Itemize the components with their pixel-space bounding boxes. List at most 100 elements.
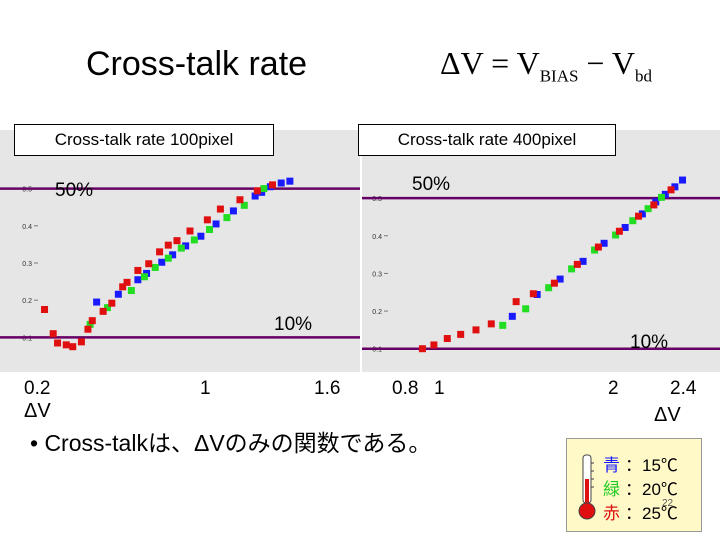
data-point xyxy=(457,330,465,338)
data-point xyxy=(206,226,214,234)
data-point xyxy=(679,176,687,184)
data-point xyxy=(671,183,679,191)
y-tick-label: 0.2 xyxy=(22,298,32,305)
y-tick-label: 0.1 xyxy=(22,335,32,342)
chart-100pixel-plot: 0.1 0.2 0.3 0.4 0.5 xyxy=(0,177,360,351)
big-tick-0-2: 0.2 xyxy=(24,378,51,399)
data-point xyxy=(145,260,153,268)
data-point xyxy=(600,239,608,247)
data-point xyxy=(140,273,148,281)
delta-v-label-left: ΔV xyxy=(24,400,51,422)
data-point xyxy=(251,192,259,200)
data-point xyxy=(545,284,553,292)
data-point xyxy=(54,339,62,347)
big-tick-2: 2 xyxy=(608,378,619,399)
data-point xyxy=(594,243,602,251)
legend-blue-name: 青 xyxy=(603,456,620,475)
data-point xyxy=(277,179,285,187)
data-point xyxy=(568,265,576,273)
formula-mid: − V xyxy=(578,45,635,81)
data-point xyxy=(156,248,164,256)
legend-item-green: 緑 ：20℃ xyxy=(603,475,678,500)
chart-400pixel-10pct-label: 10% xyxy=(630,332,669,353)
data-point xyxy=(69,343,77,351)
data-point xyxy=(621,223,629,231)
formula-bias-subscript: BIAS xyxy=(539,66,579,86)
data-point xyxy=(579,257,587,265)
data-point xyxy=(635,212,643,220)
y-tick-label: 0.5 xyxy=(372,196,382,203)
data-point xyxy=(533,290,541,298)
data-point xyxy=(212,220,220,228)
data-point xyxy=(522,305,530,313)
y-tick-label: 0.3 xyxy=(372,271,382,278)
legend-blue-temp: ：15℃ xyxy=(625,456,678,475)
data-point xyxy=(62,341,70,349)
big-tick-1-6: 1.6 xyxy=(314,378,341,399)
data-point xyxy=(203,216,211,224)
big-tick-0-8: 0.8 xyxy=(392,378,419,399)
data-point xyxy=(657,193,665,201)
data-point xyxy=(99,307,107,315)
data-point xyxy=(258,188,266,196)
data-point xyxy=(430,341,438,349)
data-point xyxy=(223,214,231,222)
data-point xyxy=(123,278,131,286)
data-point xyxy=(49,330,57,338)
data-point xyxy=(229,207,237,215)
data-point xyxy=(119,283,127,291)
data-point xyxy=(644,205,652,213)
y-tick-label: 0.4 xyxy=(372,234,382,241)
data-point xyxy=(103,304,111,312)
data-point xyxy=(108,299,116,307)
data-point xyxy=(629,217,637,225)
data-point xyxy=(182,242,190,250)
data-point xyxy=(127,287,135,295)
chart-100pixel-50pct-label: 50% xyxy=(55,180,94,201)
data-point xyxy=(286,177,294,185)
legend-green-temp: ：20℃ xyxy=(625,480,678,499)
data-point xyxy=(612,231,620,239)
chart-400pixel-title: Cross-talk rate 400pixel xyxy=(358,124,616,156)
legend-item-blue: 青 ：15℃ xyxy=(603,451,678,476)
temperature-legend: 青 ：15℃ 緑 ：20℃ 赤 ：25℃ xyxy=(566,438,702,532)
data-point xyxy=(550,279,558,287)
chart-400pixel-50pct-label: 50% xyxy=(412,174,451,195)
data-point xyxy=(591,246,599,254)
legend-item-red: 赤 ：25℃ xyxy=(603,499,678,524)
data-point xyxy=(236,196,244,204)
legend-red-temp: ：25℃ xyxy=(625,504,678,523)
slide-title: Cross-talk rate xyxy=(86,45,308,83)
legend-green-name: 緑 xyxy=(603,480,620,499)
data-point xyxy=(269,181,277,189)
data-point xyxy=(472,326,480,334)
data-point xyxy=(190,236,198,244)
data-point xyxy=(638,210,646,218)
data-point xyxy=(134,266,142,274)
data-point xyxy=(661,190,669,198)
formula-lhs: ΔV = V xyxy=(440,45,540,81)
data-point xyxy=(499,321,507,329)
data-point xyxy=(158,258,166,266)
data-point xyxy=(260,185,268,193)
data-point xyxy=(93,298,101,306)
data-point xyxy=(41,306,49,313)
y-tick-label: 0.1 xyxy=(372,347,382,354)
data-point xyxy=(134,276,142,284)
data-point xyxy=(615,227,623,235)
data-point xyxy=(114,290,122,298)
chart-100pixel: 0.1 0.2 0.3 0.4 0.5 xyxy=(0,130,360,372)
y-tick-label: 0.2 xyxy=(372,309,382,316)
data-point xyxy=(177,244,185,252)
data-point xyxy=(88,317,96,325)
data-point xyxy=(186,227,194,235)
data-point xyxy=(443,335,451,343)
chart-100pixel-10pct-label: 10% xyxy=(274,314,313,335)
big-tick-1-right: 1 xyxy=(434,378,445,399)
big-tick-2-4: 2.4 xyxy=(670,378,697,399)
data-point xyxy=(216,205,224,213)
data-point xyxy=(573,260,581,268)
data-point xyxy=(84,325,92,333)
data-point xyxy=(512,298,520,306)
data-point xyxy=(164,254,172,262)
